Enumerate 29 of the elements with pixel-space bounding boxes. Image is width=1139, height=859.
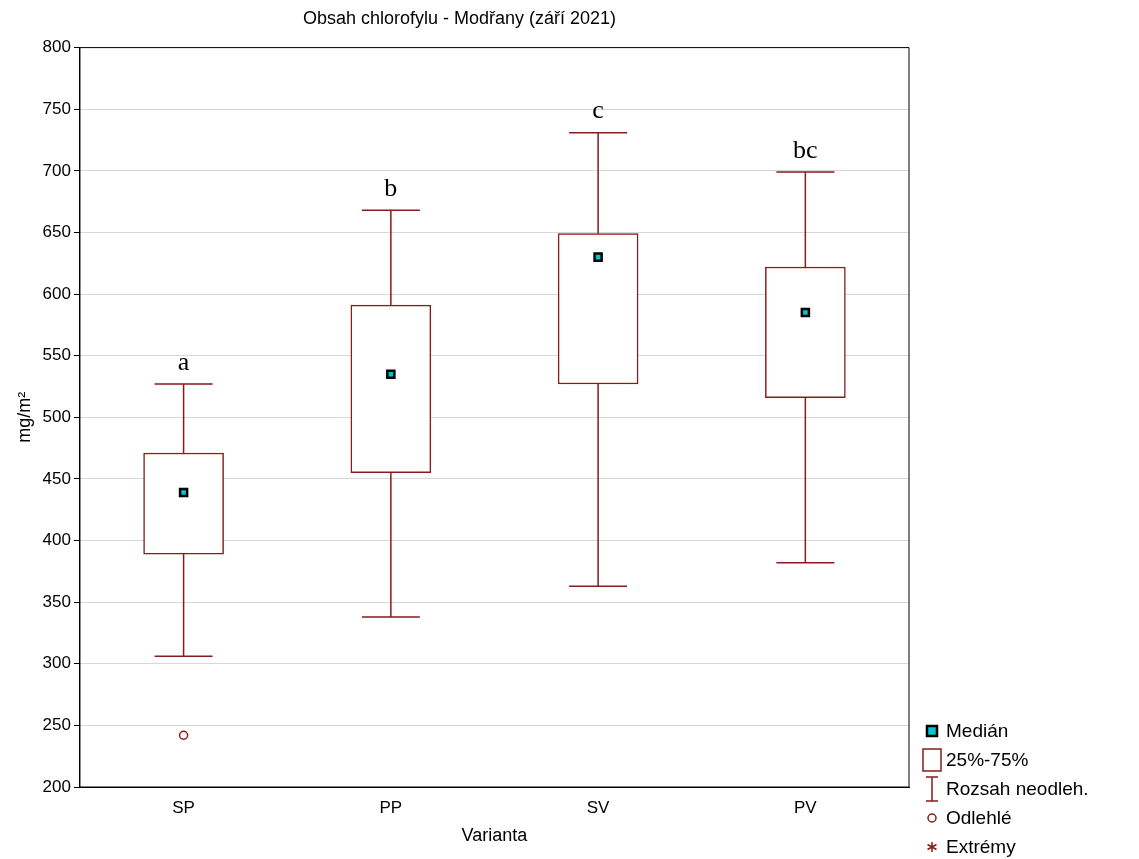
y-tick-label: 450 <box>42 468 71 488</box>
y-tick-label: 250 <box>42 715 71 735</box>
y-tick-label: 350 <box>42 591 71 611</box>
annotation: a <box>177 346 190 376</box>
text: Extrémy <box>946 835 1016 858</box>
y-tick-label: 400 <box>42 530 71 550</box>
x-tick-label: SP <box>172 797 195 817</box>
y-tick-label: 200 <box>42 776 71 796</box>
annotation: bc <box>793 134 818 164</box>
text: Medián <box>946 719 1009 742</box>
y-tick-label: 650 <box>42 222 71 242</box>
y-tick-label: 800 <box>42 37 71 57</box>
text: 25%-75% <box>946 748 1029 771</box>
text: Odlehlé <box>946 806 1012 829</box>
y-tick-label: 600 <box>42 283 71 303</box>
x-tick-label: PV <box>794 797 818 817</box>
x-axis-title: Varianta <box>461 825 529 846</box>
annotation: b <box>384 173 398 203</box>
text: Rozsah neodleh. <box>946 777 1089 800</box>
y-tick-label: 550 <box>42 345 71 365</box>
y-tick-label: 300 <box>42 653 71 673</box>
y-tick-label: 500 <box>42 406 71 426</box>
x-tick-label: SV <box>586 797 611 817</box>
y-tick-label: 700 <box>42 160 71 180</box>
chart-title: Obsah chlorofylu - Modřany (září 2021) <box>302 7 617 28</box>
x-tick-label: PP <box>379 797 403 817</box>
y-tick-label: 750 <box>42 98 71 118</box>
annotation: c <box>592 95 604 125</box>
y-axis-title: mg/m² <box>13 391 34 443</box>
